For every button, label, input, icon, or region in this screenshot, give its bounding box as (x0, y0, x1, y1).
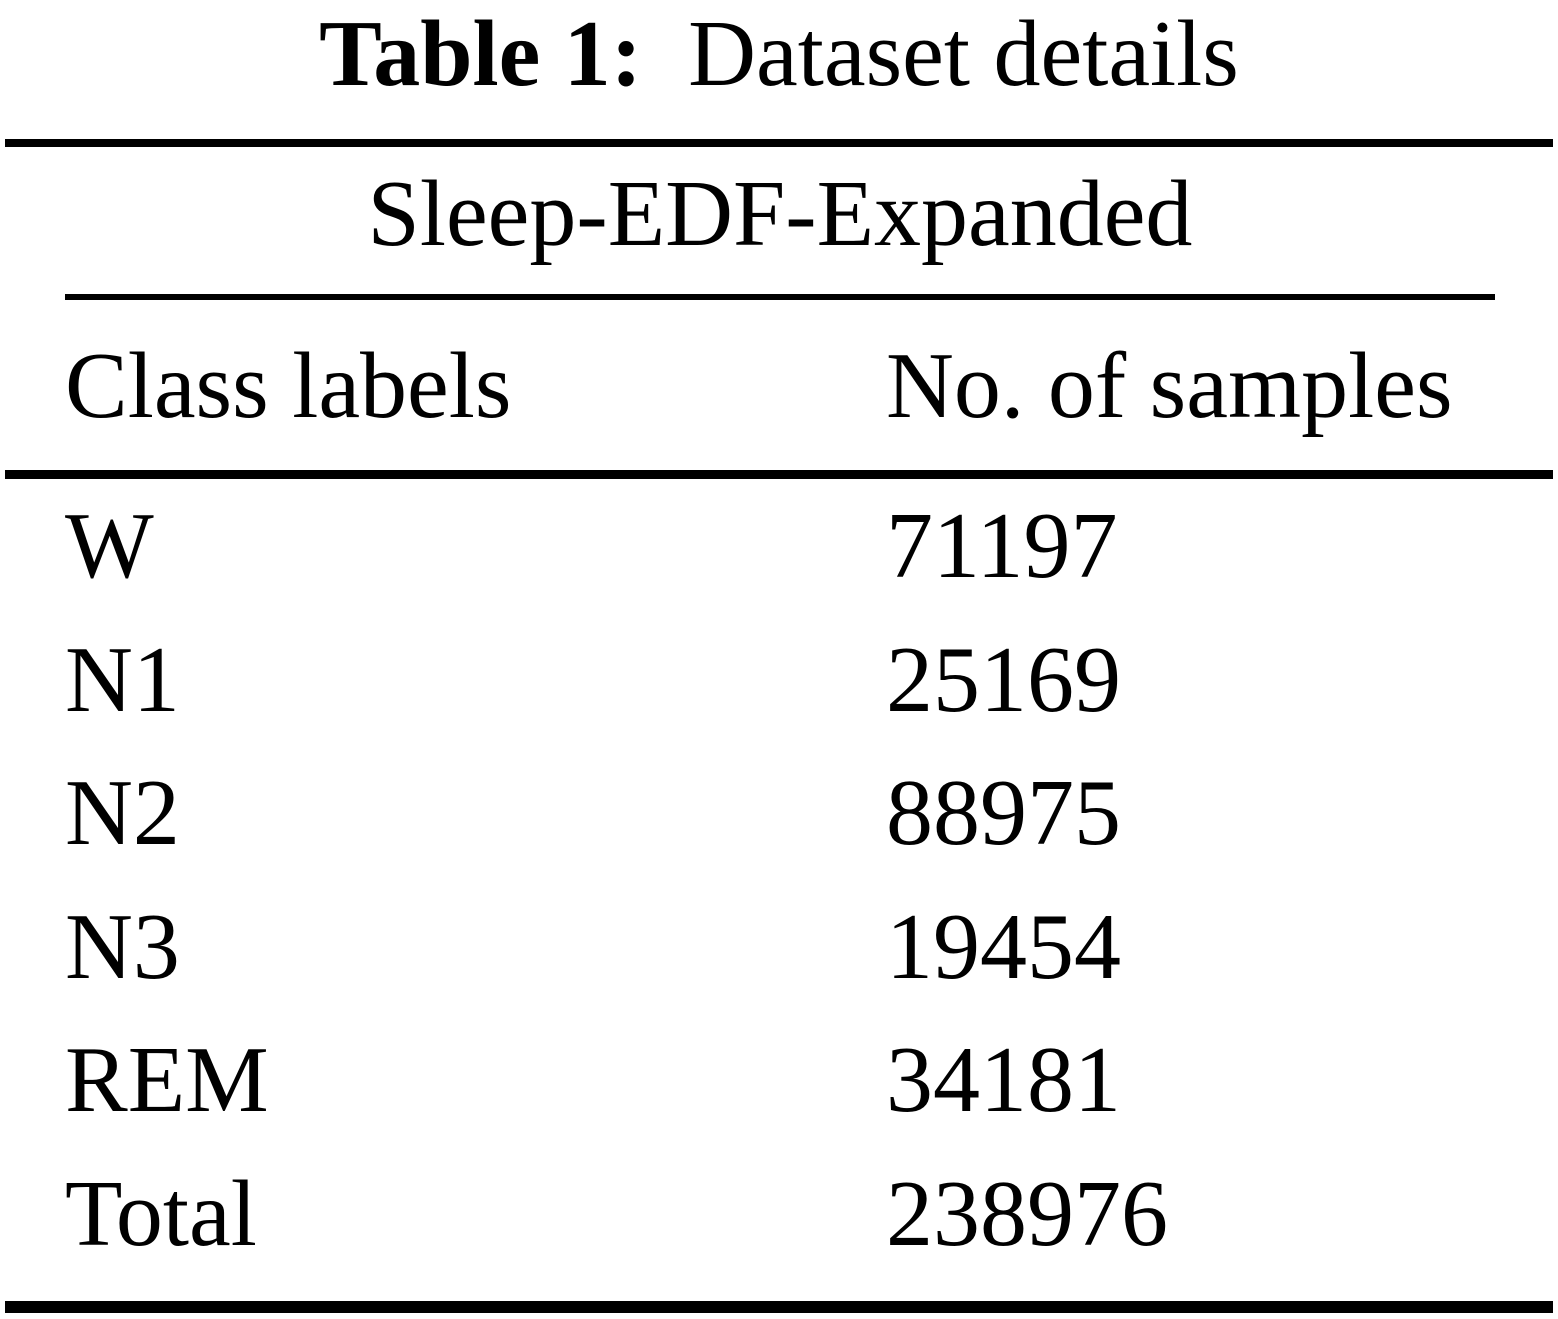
row-value: 34181 (886, 1028, 1121, 1132)
table-caption-title: Dataset details (688, 2, 1239, 106)
row-value: 238976 (886, 1162, 1168, 1266)
row-label: N1 (65, 628, 180, 732)
column-header-num-samples: No. of samples (886, 334, 1453, 438)
table-row: N2 88975 (0, 766, 1558, 866)
column-header-class-labels: Class labels (65, 334, 512, 438)
row-label: REM (65, 1028, 269, 1132)
table-row: N1 25169 (0, 633, 1558, 733)
table-header-rule (5, 470, 1553, 479)
table-group-rule (65, 294, 1495, 300)
row-label: W (65, 494, 154, 598)
table-row-total: Total 238976 (0, 1167, 1558, 1267)
table-caption-number: Table 1: (319, 2, 643, 106)
row-value: 25169 (886, 628, 1121, 732)
row-value: 88975 (886, 761, 1121, 865)
row-value: 19454 (886, 895, 1121, 999)
row-label: Total (65, 1162, 257, 1266)
table-row: REM 34181 (0, 1033, 1558, 1133)
table-caption: Table 1: Dataset details (0, 7, 1558, 101)
table-row: N3 19454 (0, 900, 1558, 1000)
table-bottom-rule (5, 1301, 1553, 1313)
row-label: N2 (65, 761, 180, 865)
table-row: W 71197 (0, 499, 1558, 599)
row-label: N3 (65, 895, 180, 999)
table-top-rule (5, 139, 1553, 147)
dataset-group-header: Sleep-EDF-Expanded (367, 162, 1193, 266)
row-value: 71197 (886, 494, 1118, 598)
